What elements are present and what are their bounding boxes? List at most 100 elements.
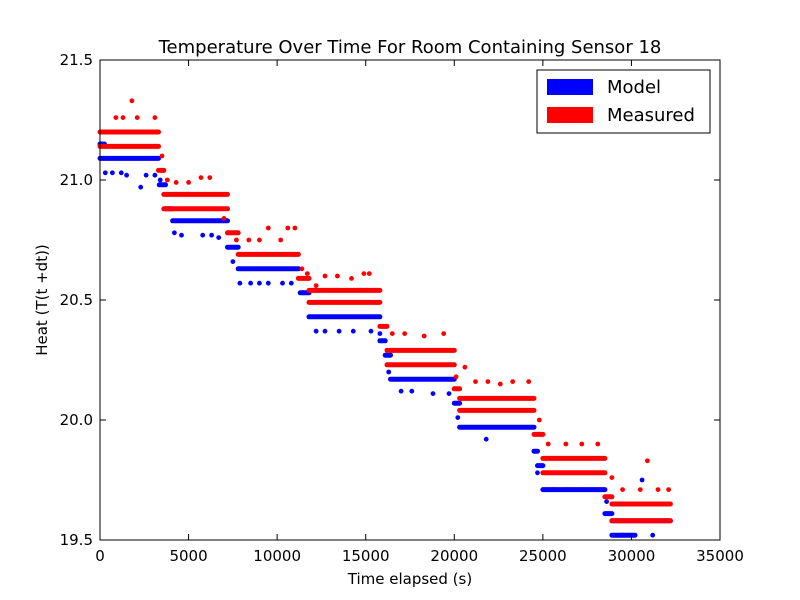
axes-layer: 0 5000 10000 15000 20000 25000 30000 35000 19.5 2… xyxy=(60,51,744,565)
data-point-measured xyxy=(299,266,305,272)
data-point-model xyxy=(110,170,115,176)
x-tick-label: 30000 xyxy=(608,547,656,565)
data-point-measured xyxy=(335,273,340,279)
data-point-measured xyxy=(361,271,367,276)
data-point-model xyxy=(368,328,374,334)
data-point-measured xyxy=(207,175,213,181)
legend-swatch-measured xyxy=(547,107,593,123)
data-point-model xyxy=(280,280,285,286)
data-point-measured xyxy=(473,379,478,384)
data-point-model xyxy=(336,328,342,334)
data-point-measured xyxy=(609,475,615,480)
data-point-measured xyxy=(421,333,427,339)
data-point-model xyxy=(535,470,540,476)
data-point-measured xyxy=(198,175,204,181)
data-point-model xyxy=(322,328,328,334)
series-layer xyxy=(97,98,673,538)
data-point-model xyxy=(124,172,129,178)
data-point-model xyxy=(409,388,415,394)
data-point-model xyxy=(398,388,404,394)
data-point-measured xyxy=(173,180,179,185)
data-point-measured xyxy=(292,225,298,231)
data-point-model xyxy=(604,499,609,504)
data-point-model xyxy=(551,487,556,492)
data-point-model xyxy=(172,230,177,236)
data-point-measured xyxy=(620,487,625,492)
plot-area xyxy=(100,60,720,540)
data-point-measured xyxy=(366,271,372,276)
x-tick-label: 35000 xyxy=(696,547,744,565)
data-point-measured xyxy=(526,379,532,384)
data-point-model xyxy=(430,391,436,396)
data-point-measured xyxy=(536,417,542,423)
data-point-measured xyxy=(441,331,447,336)
data-point-model xyxy=(301,290,307,296)
data-point-measured xyxy=(485,379,491,384)
data-point-measured xyxy=(234,237,239,243)
data-point-model xyxy=(565,487,571,492)
data-point-measured xyxy=(402,331,408,336)
x-tick-label: 10000 xyxy=(253,547,301,565)
data-point-measured xyxy=(113,115,119,120)
data-point-model xyxy=(265,280,271,286)
data-point-measured xyxy=(510,379,516,384)
data-point-measured xyxy=(159,153,165,159)
y-tick-label: 21.5 xyxy=(60,51,93,69)
data-point-measured xyxy=(186,180,192,185)
data-point-measured xyxy=(655,487,661,492)
data-point-model xyxy=(102,170,108,176)
data-point-measured xyxy=(265,225,271,231)
data-point-measured xyxy=(143,129,149,135)
data-point-model xyxy=(209,232,215,238)
data-point-measured xyxy=(563,441,569,447)
data-point-model xyxy=(446,391,452,396)
legend-label-measured: Measured xyxy=(607,105,695,126)
data-point-measured xyxy=(579,441,585,447)
data-point-measured xyxy=(304,271,310,276)
data-point-measured xyxy=(152,115,158,120)
x-axis-label: Time elapsed (s) xyxy=(347,570,472,588)
data-point-model xyxy=(216,235,222,241)
y-tick-label: 20.5 xyxy=(60,291,93,309)
data-point-measured xyxy=(545,441,551,447)
data-point-model xyxy=(143,172,149,178)
data-point-measured xyxy=(278,237,284,243)
data-point-measured xyxy=(462,364,468,370)
data-point-measured xyxy=(322,273,328,279)
data-point-measured xyxy=(257,237,262,243)
data-point-measured xyxy=(497,381,503,387)
data-point-model xyxy=(157,177,163,183)
data-point-measured xyxy=(453,374,459,380)
data-point-model xyxy=(248,280,254,286)
data-point-model xyxy=(620,532,625,538)
data-point-measured xyxy=(246,237,252,243)
data-point-measured xyxy=(637,487,643,492)
x-tick-label: 0 xyxy=(95,547,105,565)
data-point-model xyxy=(350,328,356,334)
legend-label-model: Model xyxy=(607,77,661,98)
data-point-model xyxy=(200,232,206,238)
series-measured xyxy=(97,98,673,524)
data-point-measured xyxy=(349,276,354,281)
data-point-model xyxy=(118,170,124,176)
data-point-measured xyxy=(285,225,291,231)
data-point-measured xyxy=(164,177,170,183)
x-tick-label: 25000 xyxy=(519,547,567,565)
legend: Model Measured xyxy=(536,69,711,134)
x-tick-label: 15000 xyxy=(342,547,390,565)
data-point-model xyxy=(237,280,243,286)
data-point-model xyxy=(386,369,392,375)
data-point-measured xyxy=(134,115,140,120)
y-axis-label: Heat (T(t +dt)) xyxy=(33,244,51,356)
y-tick-label: 21.0 xyxy=(60,171,93,189)
data-point-model xyxy=(579,487,585,492)
data-point-model xyxy=(313,328,319,334)
data-point-model xyxy=(138,184,144,190)
data-point-model xyxy=(377,331,383,336)
y-tick-label: 20.0 xyxy=(60,411,93,429)
data-point-measured xyxy=(129,98,135,104)
data-point-model xyxy=(230,259,236,264)
series-model xyxy=(97,141,673,538)
data-point-measured xyxy=(645,458,650,464)
y-tick-label: 19.5 xyxy=(60,531,93,549)
